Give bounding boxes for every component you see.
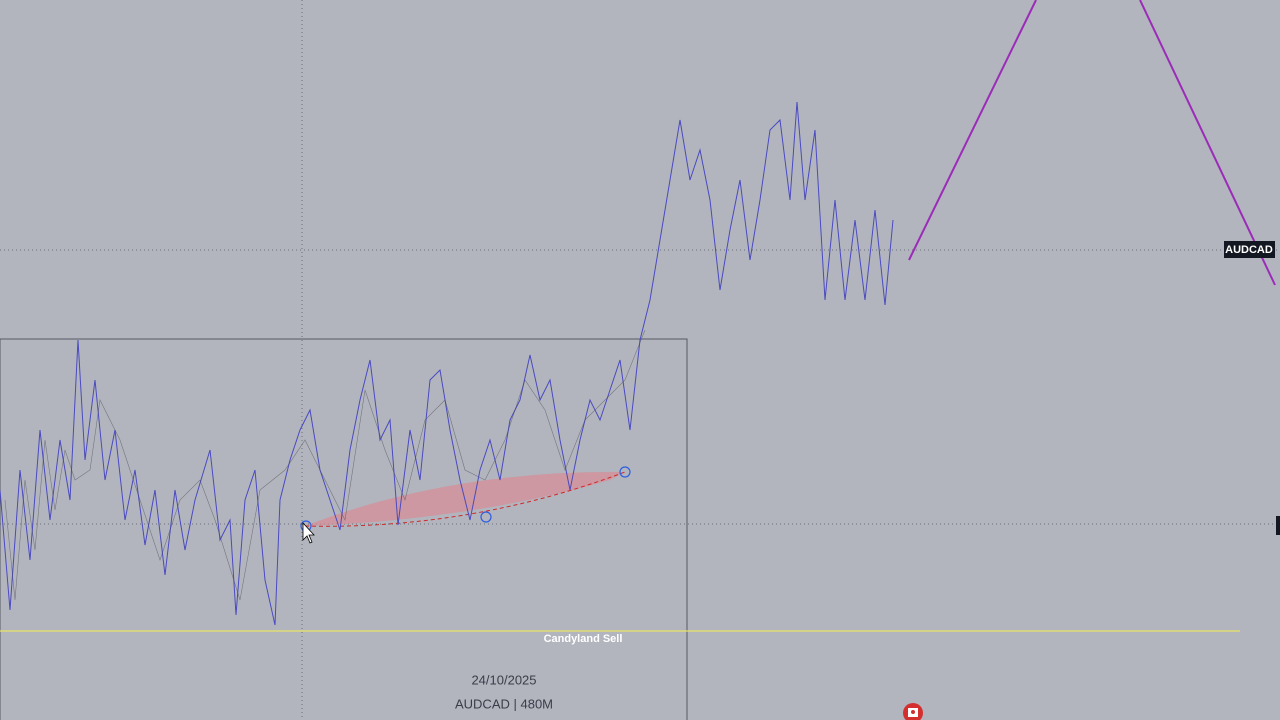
session-box bbox=[0, 338, 688, 720]
watermark-date: 24/10/2025 bbox=[471, 672, 536, 687]
zone-label: Candyland Sell bbox=[544, 633, 623, 645]
watermark-info: AUDCAD | 480M bbox=[455, 696, 553, 711]
event-flag-leaf bbox=[911, 710, 915, 714]
price-bars-shadow bbox=[4, 329, 646, 601]
price-tag-edge bbox=[1276, 516, 1280, 535]
projection-line bbox=[908, 0, 1037, 261]
projection-line bbox=[1139, 0, 1276, 286]
symbol-tag-box bbox=[1224, 241, 1275, 258]
anchor-point[interactable] bbox=[480, 511, 492, 523]
symbol-tag: AUDCAD bbox=[1225, 244, 1273, 256]
mouse-cursor bbox=[302, 521, 315, 544]
pattern-curve bbox=[304, 471, 626, 527]
anchor-point[interactable] bbox=[619, 466, 631, 478]
